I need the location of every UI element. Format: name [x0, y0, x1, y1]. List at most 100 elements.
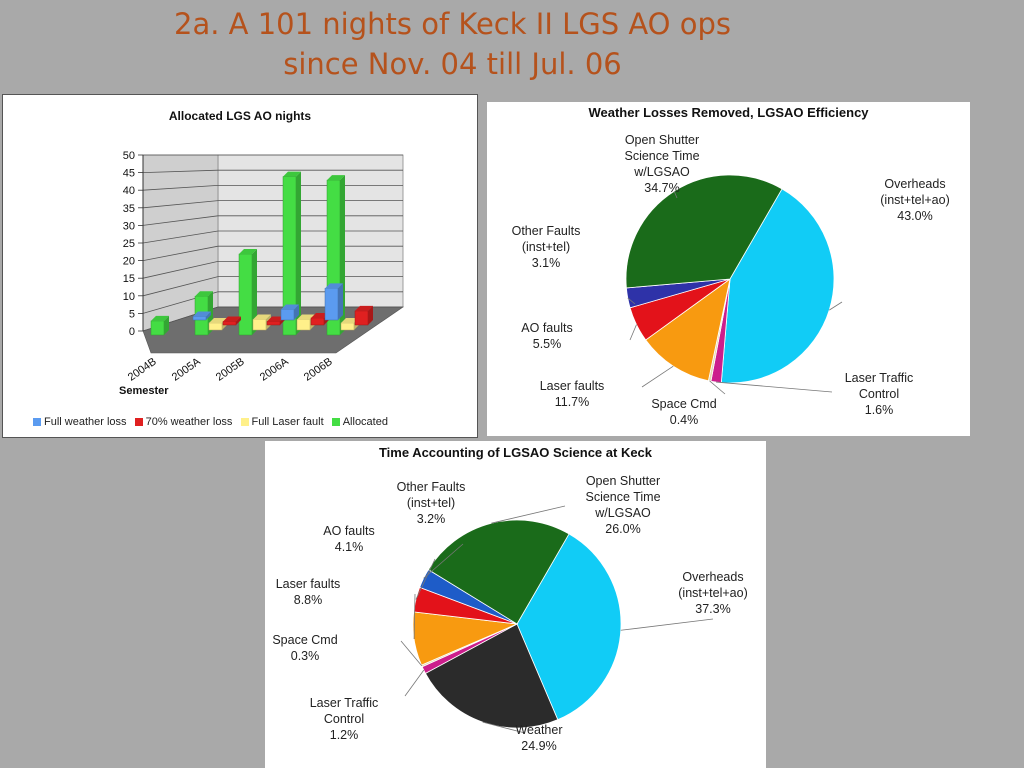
- bar-70-weather-loss-2006A: [310, 317, 325, 326]
- pie-label-pct: 24.9%: [521, 739, 556, 753]
- slide-title-line1: 2a. A 101 nights of Keck II LGS AO ops: [174, 7, 731, 41]
- bar-side: [294, 304, 299, 320]
- x-tick-label: 2006A: [258, 355, 291, 383]
- pie-label-label1: Laser Traffic: [310, 696, 379, 710]
- bar-top: [283, 171, 301, 177]
- bar-70-weather-loss-2005A: [222, 321, 237, 326]
- bar-allocated-2005B: [238, 253, 253, 336]
- pie-chart-efficiency-panel: Weather Losses Removed, LGSAO Efficiency…: [487, 102, 970, 436]
- bar-top: [281, 304, 299, 310]
- pie-label-label1: Laser faults: [276, 577, 341, 591]
- legend-item-allocated: Allocated: [331, 416, 388, 428]
- bar-full-weather-loss-2005B: [280, 309, 295, 321]
- bar-top: [195, 291, 213, 297]
- pie-label-pct: 26.0%: [605, 522, 640, 536]
- bar-side: [338, 283, 343, 320]
- gridline: [142, 185, 219, 191]
- legend-swatch: [33, 418, 41, 426]
- leader-line: [423, 543, 464, 579]
- bar-70-weather-loss-2005B: [266, 321, 281, 326]
- pie-slice-overheads: [720, 188, 835, 384]
- x-tick-label: 2005A: [170, 355, 203, 383]
- gridline: [142, 215, 219, 226]
- legend-item-full-weather-loss: Full weather loss: [33, 416, 127, 428]
- pie-label-pct: 5.5%: [533, 337, 562, 351]
- bar-top: [193, 311, 211, 317]
- y-tick-label: 30: [123, 220, 135, 232]
- pie-label-label1: Overheads: [682, 570, 743, 584]
- pie-label-pct: 4.1%: [335, 540, 364, 554]
- pie-label-label1: Open Shutter: [625, 133, 699, 147]
- pie-label-label1: Overheads: [884, 177, 945, 191]
- pie-label-pct: 3.1%: [532, 256, 561, 270]
- bar-full-weather-loss-2004B: [192, 316, 207, 321]
- legend-label: Full weather loss: [44, 416, 127, 428]
- bar-full-laser-fault-2006A: [296, 319, 311, 331]
- y-tick-label: 45: [123, 168, 135, 180]
- bar-side: [296, 171, 301, 335]
- leader-line: [673, 191, 678, 199]
- bar-chart: 0 5 10 15 20 25 30 35 40 45 50 2004B 2005A 2005B 2006A…: [123, 150, 404, 384]
- bar-top: [209, 317, 227, 323]
- legend-swatch: [240, 418, 249, 426]
- pie-chart-efficiency: Overheads (inst+tel+ao) 43.0% Laser Traffic…: [512, 133, 950, 427]
- x-axis-title: Semester: [119, 385, 169, 397]
- y-tick-label: 25: [123, 238, 135, 250]
- pie-label-pct: 43.0%: [897, 209, 932, 223]
- bar-top: [325, 283, 343, 289]
- legend-swatch: [331, 418, 340, 426]
- pie-slice-laser-faults: [645, 278, 731, 382]
- y-tick-label: 5: [129, 308, 135, 320]
- pie-label-label1: Laser faults: [540, 379, 605, 393]
- leader-line: [413, 593, 416, 639]
- bar-top: [355, 305, 373, 311]
- bar-side: [368, 305, 373, 325]
- pie-chart-time-accounting: Overheads (inst+tel+ao) 37.3% Weather 24.9% L…: [272, 474, 747, 753]
- x-tick-label: 2005B: [214, 356, 247, 384]
- bar-full-weather-loss-2006A: [324, 288, 339, 321]
- bar-top: [239, 249, 257, 255]
- bar-allocated-2004B: [150, 320, 165, 336]
- pie-label-pct: 3.2%: [417, 512, 446, 526]
- x-tick-label: 2006B: [302, 356, 335, 384]
- leader-line: [641, 365, 674, 388]
- pie-label-label2: (inst+tel): [522, 240, 570, 254]
- y-tick-label: 40: [123, 185, 135, 197]
- bar-top: [267, 316, 285, 322]
- pie-label-label2: Science Time: [624, 149, 699, 163]
- leader-line: [404, 669, 425, 697]
- gridline: [142, 276, 219, 297]
- leader-line: [491, 505, 566, 524]
- bar-top: [223, 316, 241, 322]
- pie-label-label2: Science Time: [585, 490, 660, 504]
- bar-side: [206, 311, 211, 320]
- pie-label-label2: Control: [859, 387, 899, 401]
- gridline: [142, 230, 219, 244]
- bar-side: [164, 315, 169, 335]
- pie-label-pct: 8.8%: [294, 593, 323, 607]
- y-tick-label: 15: [123, 273, 135, 285]
- bar-side: [236, 316, 241, 325]
- legend-label: 70% weather loss: [145, 416, 233, 428]
- pie-label-pct: 34.7%: [644, 181, 679, 195]
- y-tick-label: 35: [123, 203, 135, 215]
- pie-label-pct: 1.2%: [330, 728, 359, 742]
- leader-line: [629, 324, 637, 341]
- pie-label-label1: Laser Traffic: [845, 371, 914, 385]
- pie-label-pct: 0.4%: [670, 413, 699, 427]
- bar-top: [311, 312, 329, 318]
- legend-swatch: [134, 418, 143, 426]
- leader-line: [400, 640, 423, 667]
- leader-line: [716, 381, 833, 393]
- pie-efficiency-title: Weather Losses Removed, LGSAO Efficiency: [588, 105, 869, 120]
- leader-line: [829, 301, 843, 311]
- y-tick-label: 50: [123, 150, 135, 162]
- pie-label-label2: Control: [324, 712, 364, 726]
- pie-label-label3: w/LGSAO: [594, 506, 651, 520]
- pie-label-label1: Space Cmd: [651, 397, 716, 411]
- slide-title-line2: since Nov. 04 till Jul. 06: [283, 47, 622, 81]
- bar-legend: Full weather loss 70% weather loss Full …: [33, 416, 393, 429]
- pie-label-label1: Other Faults: [397, 480, 466, 494]
- leader-line: [482, 721, 526, 734]
- pie-label-label1: AO faults: [521, 321, 572, 335]
